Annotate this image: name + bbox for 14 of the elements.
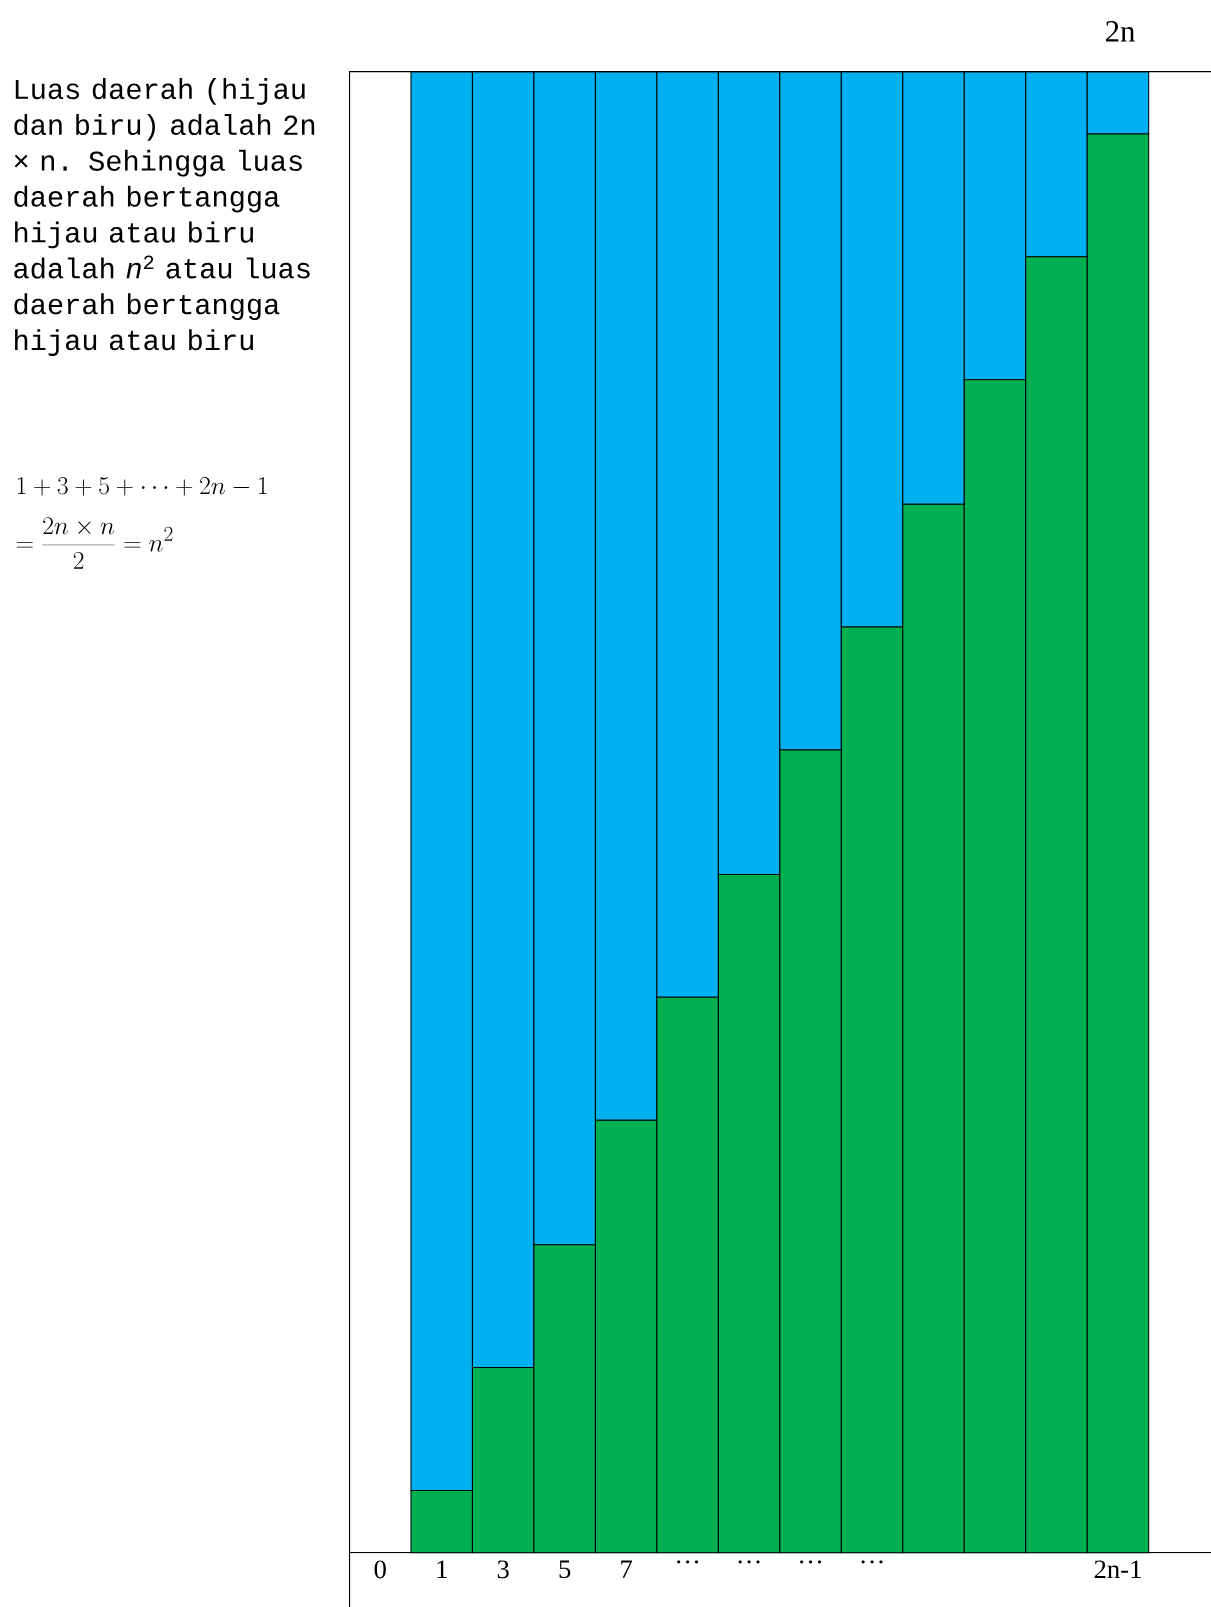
- x-tick-label: 1: [437, 1560, 447, 1578]
- text: $1+3+5+\cdots+2n-1$: [17, 477, 267, 496]
- x-tick-label: …: [676, 1560, 698, 1564]
- x-tick-label: …: [738, 1560, 760, 1564]
- x-tick-label: 3: [497, 1560, 509, 1579]
- x-tick-label: …: [861, 1560, 883, 1564]
- x-tick-label: 7: [621, 1560, 632, 1578]
- x-tick-label: 2n-1: [1094, 1560, 1141, 1579]
- x-tick-label: 0: [374, 1560, 386, 1579]
- text: Luas daerah (hijau dan biru) adalah 2n × n. Sehingga luas daerah bertangga hijau atau biru adalah n$^{2}$ atau luas daerah bertangga hijau atau biru: [14, 78, 314, 356]
- x-tick-label: 5: [559, 1560, 571, 1579]
- x-tick-label: …: [799, 1560, 821, 1564]
- text: $=\frac{2n\times n}{2}=n^{2}$: [16, 517, 173, 569]
- chart-title: 2n: [1105, 21, 1135, 42]
